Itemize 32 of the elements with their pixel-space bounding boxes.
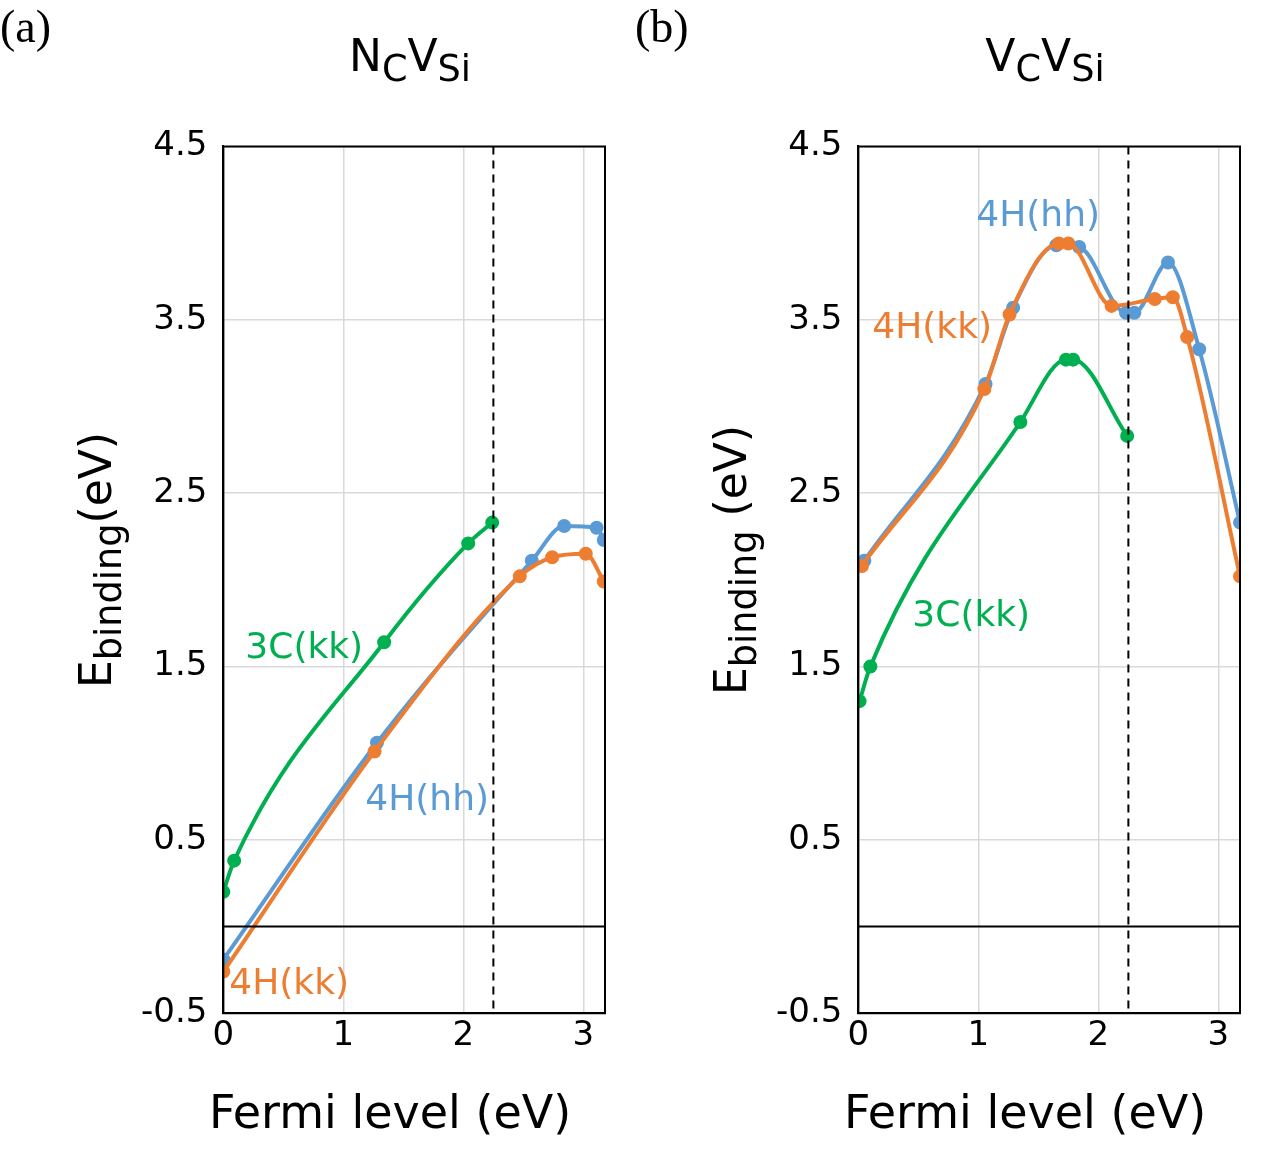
text: (a) [0, 0, 52, 53]
series-label: 3C(kk) [912, 592, 1031, 634]
x-tick-label: 2 [452, 1013, 475, 1054]
x-tick-label: 2 [1087, 1013, 1110, 1054]
y-tick-label: 2.5 [788, 469, 843, 510]
y-tick-label: 4.5 [153, 123, 208, 164]
y-tick-label: 4.5 [788, 123, 843, 164]
y-tick-label: 1.5 [788, 643, 843, 684]
y-tick-label: 0.5 [153, 816, 208, 857]
y-tick-label: -0.5 [141, 990, 208, 1031]
chart-title: V$_{C}$V$_{Si}$ [984, 30, 1106, 90]
x-tick-label: 3 [572, 1013, 595, 1054]
series-label: 4H(kk) [872, 304, 993, 346]
x-tick-label: 0 [212, 1013, 235, 1054]
x-axis-title: Fermi level (eV) [842, 1085, 1208, 1139]
y-tick-label: 1.5 [153, 643, 208, 684]
series-label: 3C(kk) [245, 624, 364, 666]
x-tick-label: 1 [332, 1013, 355, 1054]
series-label: 4H(hh) [365, 776, 490, 818]
x-tick-label: 0 [847, 1013, 870, 1054]
y-tick-label: 3.5 [788, 296, 843, 337]
y-tick-label: 2.5 [153, 469, 208, 510]
text: (b) [635, 0, 689, 53]
y-tick-label: 3.5 [153, 296, 208, 337]
series-label: 4H(hh) [976, 192, 1101, 234]
y-tick-label: -0.5 [776, 990, 843, 1031]
y-tick-label: 0.5 [788, 816, 843, 857]
x-tick-label: 3 [1207, 1013, 1230, 1054]
chart-title: N$_{C}$V$_{Si}$ [348, 30, 472, 90]
x-tick-label: 1 [967, 1013, 990, 1054]
series-label: 4H(kk) [229, 960, 350, 1002]
x-axis-title: Fermi level (eV) [207, 1085, 573, 1139]
